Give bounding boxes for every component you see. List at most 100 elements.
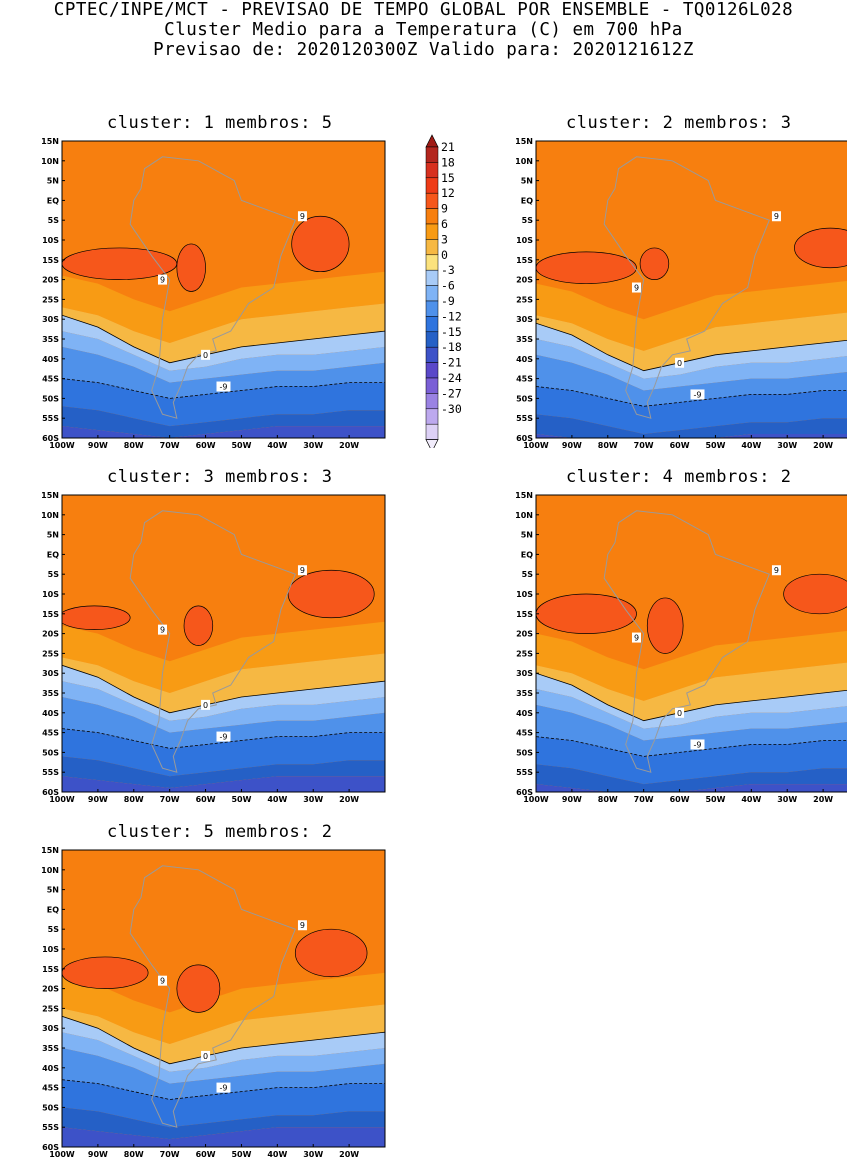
lat-tick-label: 5N bbox=[47, 531, 59, 540]
lat-tick-label: EQ bbox=[521, 550, 533, 559]
lat-tick-label: 35S bbox=[516, 335, 533, 344]
lon-tick-label: 70W bbox=[160, 441, 180, 450]
colorbar-swatch bbox=[425, 254, 439, 271]
lat-tick-label: 30S bbox=[516, 315, 533, 324]
lon-tick-label: 70W bbox=[160, 1150, 180, 1158]
warm-core bbox=[646, 597, 684, 654]
colorbar-label: 21 bbox=[441, 140, 455, 154]
map-panel-1: 9 9 0 -9 15N 10N 5N EQ 5S 10S 15S 20S 25S 30S 35S 40S 45… bbox=[20, 131, 400, 450]
header-line-1: CPTEC/INPE/MCT - PREVISAO DE TEMPO GLOBA… bbox=[53, 0, 794, 20]
lon-tick-label: 20W bbox=[339, 441, 359, 450]
lat-tick-label: 15S bbox=[42, 610, 59, 619]
lat-tick-label: 45S bbox=[516, 729, 533, 738]
colorbar-label: 3 bbox=[441, 232, 448, 246]
contour-label-box bbox=[297, 211, 307, 222]
lat-tick-label: 30S bbox=[42, 315, 59, 324]
lat-tick-label: 15S bbox=[42, 965, 59, 974]
lat-tick-label: 60S bbox=[516, 434, 533, 443]
lon-tick-label: 80W bbox=[124, 1150, 144, 1158]
contour-label-box bbox=[297, 565, 307, 576]
map-panel-5: 9 9 0 -9 15N 10N 5N EQ 5S 10S 15S 20S 25S 30S 35S 40S 45… bbox=[20, 840, 400, 1158]
lat-tick-label: 45S bbox=[516, 375, 533, 384]
contour-label-box bbox=[771, 211, 781, 222]
lat-tick-label: 50S bbox=[42, 394, 59, 403]
lat-tick-label: 15S bbox=[42, 256, 59, 265]
contour-label-box bbox=[201, 349, 211, 360]
colorbar-swatch bbox=[425, 393, 439, 410]
map-panel-4: 9 9 0 -9 15N 10N 5N EQ 5S 10S 15S 20S 25S 30S 35S 40S 45… bbox=[494, 485, 847, 804]
warm-core bbox=[183, 605, 214, 646]
lat-tick-label: 10S bbox=[516, 236, 533, 245]
lon-tick-label: 90W bbox=[88, 441, 108, 450]
contour-label: 9 bbox=[774, 212, 779, 221]
colorbar-swatch bbox=[425, 192, 439, 209]
lat-tick-label: 15N bbox=[515, 491, 533, 500]
warm-core bbox=[176, 243, 206, 292]
lon-tick-label: 50W bbox=[231, 1150, 251, 1158]
contour-label-box bbox=[157, 274, 167, 285]
contour-label: 0 bbox=[203, 351, 208, 360]
contour-label: -9 bbox=[220, 383, 228, 392]
lat-tick-label: 10S bbox=[516, 590, 533, 599]
lat-tick-label: 5N bbox=[521, 531, 533, 540]
contour-label: -9 bbox=[694, 390, 702, 399]
lon-tick-label: 90W bbox=[88, 1150, 108, 1158]
lon-tick-label: 80W bbox=[124, 795, 144, 804]
lat-tick-label: 35S bbox=[516, 689, 533, 698]
lat-tick-label: 60S bbox=[516, 788, 533, 797]
contour-label: -9 bbox=[220, 733, 228, 742]
contour-label: 9 bbox=[160, 276, 165, 285]
lat-tick-label: 40S bbox=[516, 709, 533, 718]
lat-tick-label: 10N bbox=[41, 511, 59, 520]
lat-tick-label: 25S bbox=[516, 649, 533, 658]
contour-label-box bbox=[631, 632, 641, 643]
contour-label: 9 bbox=[774, 566, 779, 575]
lat-tick-label: 55S bbox=[42, 1123, 59, 1132]
colorbar-swatch bbox=[425, 331, 439, 348]
lat-tick-label: 60S bbox=[42, 1143, 59, 1152]
colorbar-label: -6 bbox=[441, 279, 455, 293]
lat-tick-label: 20S bbox=[516, 630, 533, 639]
lon-tick-label: 100W bbox=[523, 441, 549, 450]
temperature-field: 9 9 0 -9 bbox=[62, 495, 385, 792]
warm-core bbox=[536, 593, 637, 634]
lat-tick-label: 55S bbox=[42, 414, 59, 423]
colorbar-swatch bbox=[425, 208, 439, 225]
colorbar-swatch bbox=[425, 377, 439, 394]
colorbar-swatch bbox=[425, 346, 439, 363]
lon-tick-label: 70W bbox=[160, 795, 180, 804]
lat-tick-label: 25S bbox=[516, 295, 533, 304]
temperature-field: 9 9 0 -9 bbox=[62, 141, 385, 438]
lon-tick-label: 60W bbox=[196, 441, 216, 450]
lat-tick-label: 50S bbox=[516, 394, 533, 403]
lon-tick-label: 70W bbox=[634, 441, 654, 450]
warm-core bbox=[291, 215, 350, 273]
lat-tick-label: 15N bbox=[41, 491, 59, 500]
contour-label-box bbox=[690, 389, 705, 400]
lat-tick-label: 50S bbox=[42, 1103, 59, 1112]
contour-label: 9 bbox=[160, 626, 165, 635]
lat-tick-label: 10S bbox=[42, 945, 59, 954]
lat-tick-label: 10S bbox=[42, 590, 59, 599]
lat-tick-label: 55S bbox=[516, 768, 533, 777]
colorbar-swatch bbox=[425, 269, 439, 286]
colorbar-swatch bbox=[425, 239, 439, 256]
lat-tick-label: 60S bbox=[42, 788, 59, 797]
lon-tick-label: 60W bbox=[670, 795, 690, 804]
warm-core bbox=[294, 928, 368, 978]
contour-label: 9 bbox=[300, 921, 305, 930]
lat-tick-label: 15S bbox=[516, 610, 533, 619]
lat-tick-label: 10N bbox=[515, 157, 533, 166]
contour-label: 9 bbox=[634, 284, 639, 293]
colorbar-label: 18 bbox=[441, 155, 455, 169]
colorbar-label: -12 bbox=[441, 309, 462, 323]
lon-tick-label: 30W bbox=[777, 441, 797, 450]
lat-tick-label: 10N bbox=[515, 511, 533, 520]
warm-core bbox=[794, 227, 847, 269]
lat-tick-label: 5N bbox=[521, 177, 533, 186]
contour-label-box bbox=[216, 1082, 231, 1093]
lat-tick-label: 40S bbox=[42, 1064, 59, 1073]
colorbar-legend: 21 18 15 12 9 6 3 0 -3 -6 -9 -12 -15 -18 -21 -24 -27 -30 bbox=[424, 133, 494, 453]
contour-label-box bbox=[771, 565, 781, 576]
lon-tick-label: 30W bbox=[303, 795, 323, 804]
